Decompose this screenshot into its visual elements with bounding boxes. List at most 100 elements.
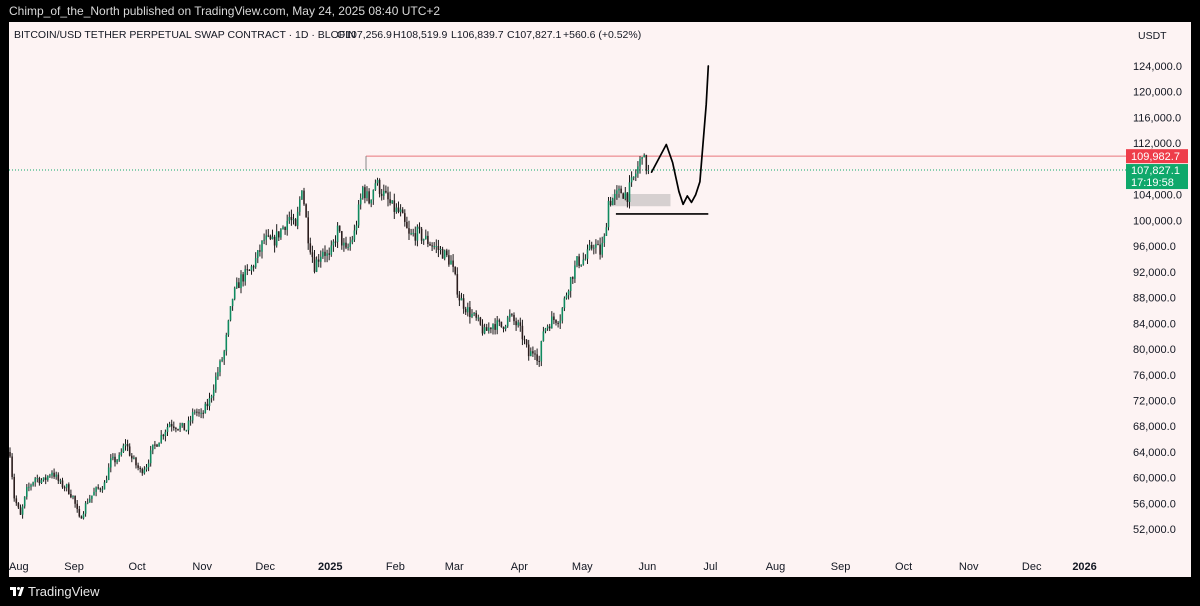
candle <box>93 487 95 496</box>
candle-body <box>53 472 55 477</box>
candle-body <box>324 251 326 256</box>
candle <box>99 487 102 493</box>
candle-body <box>51 472 53 476</box>
low-label: L <box>451 29 457 41</box>
candle-body <box>418 226 421 229</box>
candle-body <box>408 228 410 234</box>
candle-body <box>523 339 526 341</box>
candle <box>506 315 509 328</box>
candle <box>590 241 593 251</box>
candle-body <box>637 166 639 174</box>
candle <box>128 443 131 457</box>
candle <box>118 452 120 462</box>
candle <box>635 169 637 182</box>
candle <box>389 191 391 206</box>
candle <box>565 292 568 300</box>
candle <box>496 315 498 335</box>
candle <box>538 355 540 367</box>
candle <box>425 229 427 240</box>
candle-body <box>311 252 314 258</box>
candle-body <box>286 220 288 231</box>
y-tick-label: 92,000.0 <box>1133 267 1176 279</box>
candle-body <box>273 236 276 246</box>
candle <box>170 419 173 432</box>
candle <box>488 322 490 334</box>
candle-body <box>17 503 20 508</box>
candle-body <box>282 227 284 230</box>
candle <box>479 316 482 326</box>
y-tick-label: 100,000.0 <box>1133 215 1182 227</box>
candle-body <box>368 191 370 204</box>
candle <box>110 454 112 473</box>
candle-body <box>330 245 333 255</box>
candle-body <box>133 457 135 459</box>
candle-body <box>63 487 66 489</box>
candle-body <box>376 179 379 184</box>
candle-body <box>469 307 471 318</box>
candle <box>49 473 51 478</box>
candle <box>349 236 351 251</box>
candle-body <box>626 192 629 202</box>
candle <box>219 359 221 377</box>
candle-body <box>128 446 131 456</box>
candle-body <box>13 476 15 499</box>
candle-body <box>538 360 540 362</box>
candle <box>641 156 643 165</box>
candle <box>597 240 599 246</box>
price-chart[interactable]: BITCOIN/USD TETHER PERPETUAL SWAP CONTRA… <box>9 22 1191 577</box>
x-tick-label: Sep <box>64 561 84 573</box>
candle-body <box>105 479 108 483</box>
candle-body <box>395 207 398 212</box>
candle-body <box>204 403 207 414</box>
candle <box>357 199 360 228</box>
candle-body <box>437 246 440 250</box>
candle-body <box>91 495 93 499</box>
candle-body <box>254 258 257 268</box>
candle-body <box>89 498 91 503</box>
candle <box>456 267 459 298</box>
candle <box>630 171 633 187</box>
candle <box>380 188 383 201</box>
candle-body <box>70 494 72 498</box>
candle <box>601 236 603 258</box>
candle-body <box>154 444 156 446</box>
candle-body <box>414 233 417 241</box>
candle-body <box>200 412 202 414</box>
candle-body <box>362 187 364 199</box>
candle-body <box>620 188 622 194</box>
candle-body <box>450 260 452 265</box>
candle-body <box>131 455 133 459</box>
candle-body <box>212 389 215 397</box>
candle-body <box>357 204 360 226</box>
candle-body <box>609 200 612 206</box>
candle-body <box>147 463 150 468</box>
candle-body <box>181 423 183 426</box>
svg-text:C107,827.1: C107,827.1 <box>507 29 561 41</box>
candle-body <box>561 308 564 321</box>
candle <box>89 494 91 503</box>
candle-body <box>229 306 232 321</box>
candle <box>334 235 337 247</box>
chart-frame[interactable]: BITCOIN/USD TETHER PERPETUAL SWAP CONTRA… <box>9 22 1191 577</box>
candle <box>561 307 564 324</box>
candle-body <box>498 320 501 322</box>
candle-body <box>546 326 549 329</box>
candle-body <box>208 398 211 407</box>
candle <box>124 439 127 451</box>
candle <box>326 249 328 263</box>
candle-body <box>265 235 267 240</box>
candle <box>259 244 261 257</box>
candle <box>40 478 43 484</box>
candle <box>286 214 288 236</box>
candle-body <box>187 420 190 431</box>
candle <box>513 312 515 326</box>
candle <box>500 321 503 328</box>
candle-body <box>389 199 391 204</box>
candle-body <box>477 317 480 319</box>
candle <box>450 255 452 265</box>
candle-body <box>456 274 459 295</box>
candle-body <box>519 322 522 326</box>
candle-body <box>359 198 362 205</box>
candle <box>254 252 257 269</box>
candle <box>422 238 425 245</box>
